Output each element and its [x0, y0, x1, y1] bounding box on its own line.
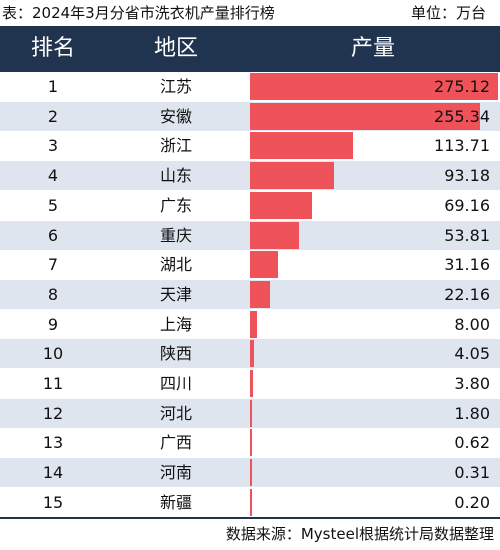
rank-cell: 1 — [47, 77, 59, 96]
bar-陕西 — [250, 340, 254, 368]
value-label: 53.81 — [444, 225, 490, 245]
column-header-output: 产量 — [350, 36, 395, 61]
value-label: 3.80 — [454, 374, 490, 393]
bar-河北 — [250, 399, 252, 427]
value-label: 69.16 — [444, 195, 490, 215]
region-cell: 河北 — [159, 403, 192, 423]
column-header-region: 地区 — [153, 36, 198, 61]
region-cell: 广西 — [159, 433, 192, 453]
region-cell: 湖北 — [159, 255, 192, 275]
table-row: 6 重庆 53.81 — [0, 220, 500, 250]
region-cell: 安徽 — [159, 106, 192, 126]
table-row: 14 河南 0.31 — [0, 458, 500, 488]
rank-cell: 12 — [42, 403, 64, 423]
value-label: 22.16 — [444, 284, 490, 304]
value-label: 1.80 — [454, 403, 490, 423]
rank-cell: 5 — [47, 195, 59, 215]
bar-江苏 — [250, 73, 498, 100]
region-cell: 天津 — [159, 284, 192, 304]
bar-新疆 — [250, 488, 252, 516]
region-cell: 重庆 — [159, 225, 192, 245]
rank-cell: 11 — [42, 374, 64, 393]
bottom-divider — [0, 517, 500, 519]
rank-cell: 8 — [47, 284, 59, 304]
value-label: 0.20 — [454, 492, 490, 512]
region-cell: 江苏 — [159, 77, 192, 96]
rank-cell: 14 — [42, 463, 64, 483]
value-label: 4.05 — [454, 344, 490, 364]
bar-上海 — [250, 310, 258, 338]
table-row: 4 山东 93.18 — [0, 161, 500, 191]
table-row: 5 广东 69.16 — [0, 191, 500, 220]
value-label: 255.34 — [434, 106, 490, 126]
table-row: 7 湖北 31.16 — [0, 250, 500, 279]
unit-label: 单位：万台 — [410, 4, 486, 22]
value-label: 8.00 — [454, 314, 490, 334]
bar-河南 — [250, 459, 252, 487]
rank-cell: 6 — [47, 225, 59, 245]
chart-title: 表：2024年3月分省市洗衣机产量排行榜 — [2, 4, 275, 22]
rank-cell: 9 — [47, 314, 59, 334]
region-cell: 山东 — [159, 166, 192, 186]
value-label: 0.31 — [454, 463, 490, 483]
rank-cell: 15 — [42, 492, 64, 512]
value-label: 113.71 — [434, 136, 490, 156]
value-label: 31.16 — [444, 255, 490, 275]
table-row: 10 陕西 4.05 — [0, 339, 500, 369]
table-row: 11 四川 3.80 — [0, 369, 500, 398]
rank-cell: 7 — [47, 255, 59, 275]
rank-cell: 2 — [47, 106, 59, 126]
rank-cell: 3 — [47, 136, 59, 156]
region-cell: 四川 — [159, 374, 192, 393]
bar-山东 — [250, 162, 334, 190]
table-header: 排名 地区 产量 — [0, 26, 500, 72]
title-bar: 表：2024年3月分省市洗衣机产量排行榜 单位：万台 — [0, 0, 500, 26]
table-row: 8 天津 22.16 — [0, 279, 500, 309]
rank-cell: 4 — [47, 166, 59, 186]
region-cell: 陕西 — [159, 344, 192, 364]
region-cell: 新疆 — [159, 492, 192, 512]
table-row: 3 浙江 113.71 — [0, 131, 500, 160]
region-cell: 河南 — [159, 463, 192, 483]
table-row: 15 新疆 0.20 — [0, 488, 500, 517]
value-label: 93.18 — [444, 166, 490, 186]
rank-cell: 10 — [42, 344, 64, 364]
table-row: 9 上海 8.00 — [0, 310, 500, 339]
region-cell: 浙江 — [159, 136, 192, 156]
region-cell: 广东 — [159, 195, 192, 215]
bar-重庆 — [250, 221, 299, 249]
bar-湖北 — [250, 251, 279, 279]
region-cell: 上海 — [159, 314, 192, 334]
data-source-note: 数据来源：Mysteel根据统计局数据整理 — [225, 525, 494, 543]
column-header-rank: 排名 — [30, 36, 75, 61]
bar-四川 — [250, 370, 254, 397]
bar-浙江 — [250, 132, 353, 160]
table-row: 1 江苏 275.12 — [0, 72, 500, 101]
bar-天津 — [250, 280, 270, 308]
bar-安徽 — [250, 102, 481, 130]
table-row: 13 广西 0.62 — [0, 428, 500, 457]
table-row: 2 安徽 255.34 — [0, 101, 500, 131]
value-label: 0.62 — [454, 433, 490, 453]
table-row: 12 河北 1.80 — [0, 398, 500, 428]
bar-广东 — [250, 191, 313, 219]
value-label: 275.12 — [434, 77, 490, 96]
rank-cell: 13 — [42, 433, 64, 453]
bar-广西 — [250, 429, 252, 457]
